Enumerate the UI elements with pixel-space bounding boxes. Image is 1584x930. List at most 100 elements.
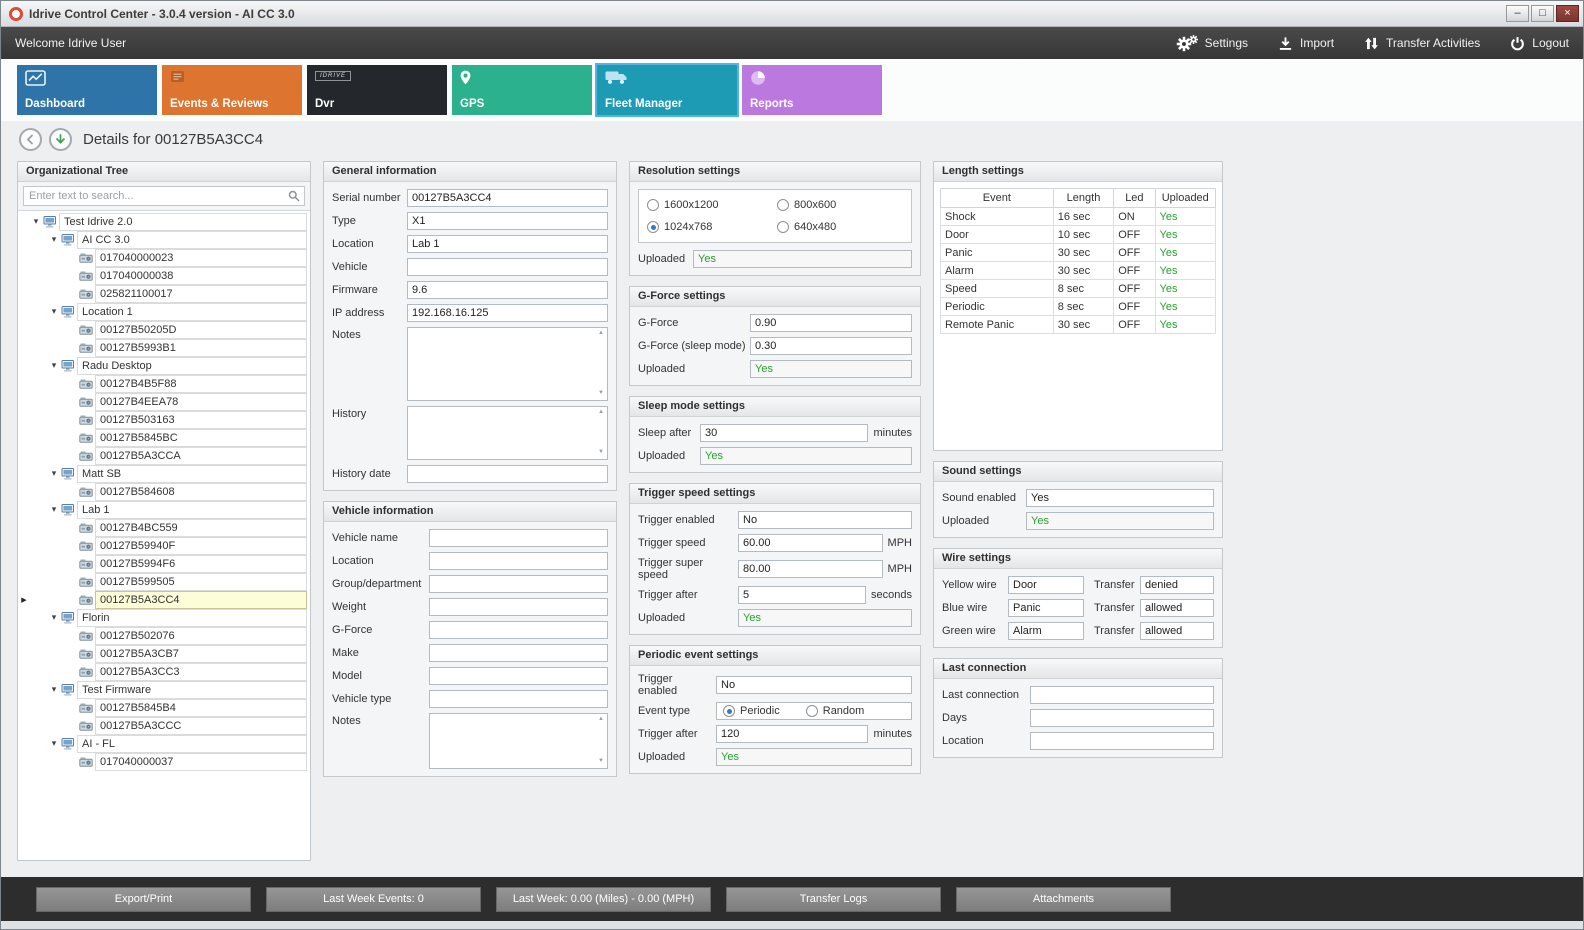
import-button[interactable]: Import — [1278, 36, 1334, 51]
tab-reports[interactable]: Reports — [742, 65, 882, 115]
tree-node-location-1[interactable]: ▾ Location 1 — [18, 302, 310, 321]
tree-node-017040000023[interactable]: 017040000023 — [18, 248, 310, 267]
radio-periodic[interactable]: Periodic — [723, 705, 780, 717]
radio-640x480[interactable]: 640x480 — [777, 221, 903, 233]
tree-node-radu-desktop[interactable]: ▾ Radu Desktop — [18, 356, 310, 375]
last-week-0-00-miles-0-00-mph-button[interactable]: Last Week: 0.00 (Miles) - 0.00 (MPH) — [496, 886, 711, 912]
length-row[interactable]: Panic 30 sec OFF Yes — [940, 243, 1216, 262]
tree-node-00127b4eea78[interactable]: 00127B4EEA78 — [18, 392, 310, 411]
tree-node-ai-fl[interactable]: ▾ AI - FL — [18, 734, 310, 753]
tree-node-matt-sb[interactable]: ▾ Matt SB — [18, 464, 310, 483]
last-week-events-0-button[interactable]: Last Week Events: 0 — [266, 886, 481, 912]
history-textarea[interactable] — [407, 406, 608, 460]
tree-node-017040000038[interactable]: 017040000038 — [18, 266, 310, 285]
tree-node-00127b584608[interactable]: 00127B584608 — [18, 482, 310, 501]
tree-node-florin[interactable]: ▾ Florin — [18, 608, 310, 627]
vehicle-input[interactable] — [407, 258, 608, 276]
tree-node-00127b50205d[interactable]: 00127B50205D — [18, 320, 310, 339]
blue-wire-transfer-input[interactable] — [1140, 599, 1214, 617]
tab-fleet-manager[interactable]: Fleet Manager — [597, 65, 737, 115]
tree-node-00127b59940f[interactable]: 00127B59940F — [18, 536, 310, 555]
make-input[interactable] — [429, 644, 608, 662]
radio-random[interactable]: Random — [805, 705, 864, 717]
close-button[interactable]: × — [1556, 5, 1579, 22]
ip-address-input[interactable] — [407, 304, 608, 322]
expand-arrow-icon[interactable]: ▾ — [33, 216, 39, 226]
model-input[interactable] — [429, 667, 608, 685]
uploaded-input[interactable] — [693, 250, 912, 268]
radio-1600x1200[interactable]: 1600x1200 — [647, 199, 773, 211]
g-force-sleep-mode-input[interactable] — [750, 337, 912, 355]
back-button[interactable] — [19, 127, 42, 151]
download-details-button[interactable] — [49, 127, 72, 151]
length-row[interactable]: Periodic 8 sec OFF Yes — [940, 297, 1216, 316]
trigger-after-input[interactable] — [716, 725, 869, 743]
g-force-input[interactable] — [429, 621, 608, 639]
green-wire-input[interactable] — [1008, 622, 1084, 640]
expand-arrow-icon[interactable]: ▾ — [51, 234, 57, 244]
tab-events-reviews[interactable]: Events & Reviews — [162, 65, 302, 115]
trigger-super-speed-input[interactable] — [738, 560, 883, 578]
trigger-speed-input[interactable] — [738, 534, 883, 552]
tree-node-00127b5a3ccc[interactable]: 00127B5A3CCC — [18, 716, 310, 735]
type-input[interactable] — [407, 212, 608, 230]
expand-arrow-icon[interactable]: ▾ — [51, 612, 57, 622]
notes-textarea[interactable] — [429, 713, 608, 769]
tree-node-lab-1[interactable]: ▾ Lab 1 — [18, 500, 310, 519]
tree-node-025821100017[interactable]: 025821100017 — [18, 284, 310, 303]
tree-node-00127b5845b4[interactable]: 00127B5845B4 — [18, 698, 310, 717]
notes-textarea[interactable] — [407, 327, 608, 401]
uploaded-input[interactable] — [716, 748, 912, 766]
expand-arrow-icon[interactable]: ▾ — [51, 360, 57, 370]
expand-arrow-icon[interactable]: ▾ — [51, 504, 57, 514]
tab-gps[interactable]: GPS — [452, 65, 592, 115]
blue-wire-input[interactable] — [1008, 599, 1084, 617]
length-row[interactable]: Alarm 30 sec OFF Yes — [940, 261, 1216, 280]
attachments-button[interactable]: Attachments — [956, 886, 1171, 912]
trigger-after-input[interactable] — [738, 586, 867, 604]
tree-node-017040000037[interactable]: 017040000037 — [18, 752, 310, 771]
yellow-wire-input[interactable] — [1008, 576, 1084, 594]
maximize-button[interactable]: □ — [1531, 5, 1554, 22]
green-wire-transfer-input[interactable] — [1140, 622, 1214, 640]
transfer-logs-button[interactable]: Transfer Logs — [726, 886, 941, 912]
last-connection-input[interactable] — [1030, 686, 1214, 704]
sound-enabled-input[interactable] — [1026, 489, 1214, 507]
uploaded-input[interactable] — [738, 609, 912, 627]
tree-node-00127b599505[interactable]: 00127B599505 — [18, 572, 310, 591]
tree-node-test-idrive-2-0[interactable]: ▾ Test Idrive 2.0 — [18, 212, 310, 231]
yellow-wire-transfer-input[interactable] — [1140, 576, 1214, 594]
length-row[interactable]: Door 10 sec OFF Yes — [940, 225, 1216, 244]
export-print-button[interactable]: Export/Print — [36, 886, 251, 912]
trigger-enabled-input[interactable] — [716, 676, 912, 694]
uploaded-input[interactable] — [750, 360, 912, 378]
search-input[interactable] — [23, 186, 305, 206]
expand-arrow-icon[interactable]: ▾ — [51, 738, 57, 748]
tree-node-ai-cc-3-0[interactable]: ▾ AI CC 3.0 — [18, 230, 310, 249]
location-input[interactable] — [1030, 732, 1214, 750]
tab-dvr[interactable]: IDRIVE Dvr — [307, 65, 447, 115]
settings-button[interactable]: Settings — [1176, 34, 1248, 52]
tree-node-00127b5a3cc3[interactable]: 00127B5A3CC3 — [18, 662, 310, 681]
tree-node-00127b5993b1[interactable]: 00127B5993B1 — [18, 338, 310, 357]
days-input[interactable] — [1030, 709, 1214, 727]
group-department-input[interactable] — [429, 575, 608, 593]
vehicle-name-input[interactable] — [429, 529, 608, 547]
weight-input[interactable] — [429, 598, 608, 616]
history-date-input[interactable] — [407, 465, 608, 483]
expand-arrow-icon[interactable]: ▾ — [51, 306, 57, 316]
tree-node-00127b5994f6[interactable]: 00127B5994F6 — [18, 554, 310, 573]
vehicle-type-input[interactable] — [429, 690, 608, 708]
g-force-input[interactable] — [750, 314, 912, 332]
length-row[interactable]: Remote Panic 30 sec OFF Yes — [940, 315, 1216, 334]
length-row[interactable]: Speed 8 sec OFF Yes — [940, 279, 1216, 298]
uploaded-input[interactable] — [1026, 512, 1214, 530]
tree-node-00127b502076[interactable]: 00127B502076 — [18, 626, 310, 645]
tree-node-00127b5a3cc4[interactable]: ▶ 00127B5A3CC4 — [18, 590, 310, 609]
transfer-activities-button[interactable]: Transfer Activities — [1364, 36, 1480, 51]
uploaded-input[interactable] — [700, 447, 912, 465]
radio-1024x768[interactable]: 1024x768 — [647, 221, 773, 233]
tree-node-00127b5845bc[interactable]: 00127B5845BC — [18, 428, 310, 447]
length-row[interactable]: Shock 16 sec ON Yes — [940, 207, 1216, 226]
tree-node-00127b503163[interactable]: 00127B503163 — [18, 410, 310, 429]
